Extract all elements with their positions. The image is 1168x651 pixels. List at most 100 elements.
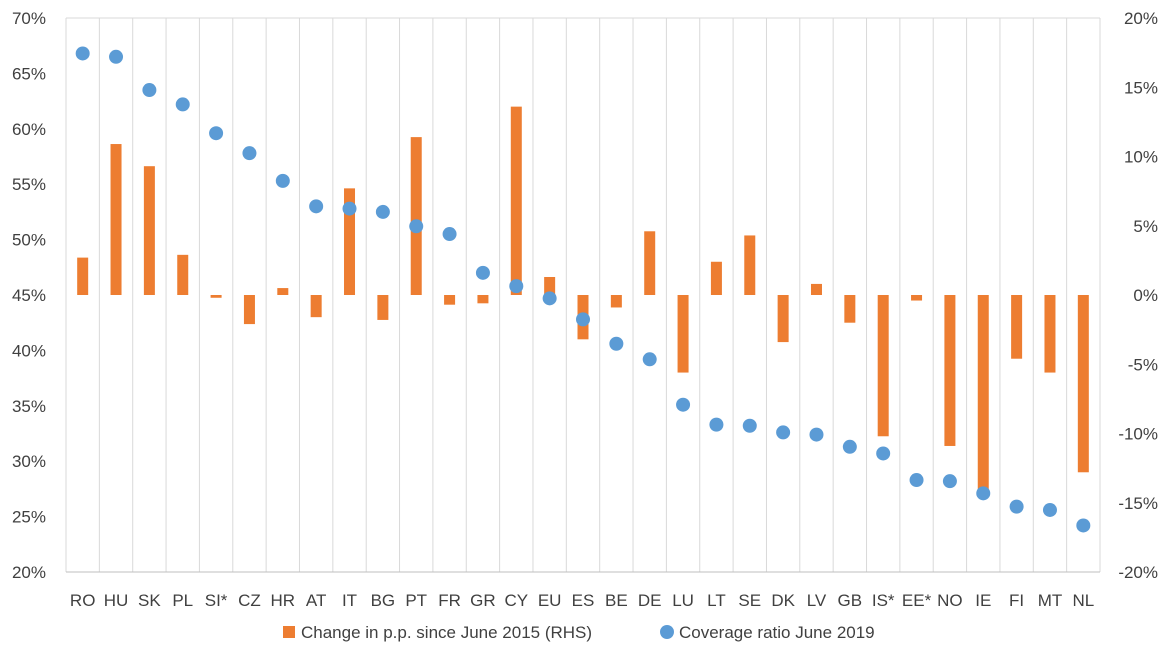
right-axis: -20% -15% -10% -5% 0% 5% 10% 15% 20% [1118, 9, 1158, 582]
bar-sk [143, 166, 155, 295]
dot-lu [676, 397, 691, 412]
x-tick-label: RO [70, 591, 96, 610]
bar-lv [810, 283, 822, 295]
x-tick-label: LV [807, 591, 827, 610]
left-tick-label: 70% [12, 9, 46, 28]
left-tick-label: 65% [12, 64, 46, 83]
bar-at [310, 295, 322, 318]
dot-be [609, 336, 624, 351]
right-tick-label: -20% [1118, 563, 1158, 582]
left-tick-label: 35% [12, 397, 46, 416]
left-tick-label: 40% [12, 341, 46, 360]
legend-bar-label: Change in p.p. since June 2015 (RHS) [301, 623, 592, 642]
dot-ro [75, 46, 90, 61]
dot-dk [776, 425, 791, 440]
right-tick-label: 0% [1133, 286, 1158, 305]
left-tick-label: 55% [12, 175, 46, 194]
bar-mt [1044, 295, 1056, 373]
dot-bg [375, 204, 390, 219]
dot-gr [475, 265, 490, 280]
right-tick-label: 20% [1124, 9, 1158, 28]
x-tick-label: HU [104, 591, 129, 610]
dot-cy [509, 279, 524, 294]
x-tick-label: LT [707, 591, 726, 610]
x-tick-label: GR [470, 591, 496, 610]
dot-si [209, 126, 224, 141]
dot-ee [909, 473, 924, 488]
left-tick-label: 20% [12, 563, 46, 582]
bar-hr [277, 288, 289, 295]
x-tick-label: SK [138, 591, 161, 610]
bar-pl [177, 254, 189, 295]
bar-gb [844, 295, 856, 323]
dot-no [942, 474, 957, 489]
dot-es [576, 312, 590, 327]
x-tick-label: IT [342, 591, 357, 610]
dot-is [876, 446, 891, 461]
bar-bg [377, 295, 389, 320]
bar-ee [911, 295, 923, 301]
bar-ro [77, 257, 89, 295]
x-tick-label: GB [838, 591, 863, 610]
left-axis: 20% 25% 30% 35% 40% 45% 50% 55% 60% 65% 70% [12, 9, 46, 582]
x-tick-label: LU [672, 591, 694, 610]
bar-ie [977, 295, 989, 498]
dot-nl [1076, 518, 1091, 533]
bar-eu [544, 276, 556, 295]
dot-at [309, 199, 324, 214]
dot-pl [175, 97, 190, 112]
x-axis: RO HU SK PL SI* CZ HR AT IT BG PT FR GR CY EU ES BE DE LU L… [70, 591, 1094, 610]
left-tick-label: 60% [12, 120, 46, 139]
x-tick-label: DE [638, 591, 662, 610]
bar-cy [510, 106, 522, 295]
bar-is [877, 295, 889, 437]
bar-nl [1077, 295, 1089, 473]
bar-series [77, 106, 1089, 498]
x-tick-label: EE* [902, 591, 932, 610]
dot-series [75, 46, 1091, 533]
x-tick-label: SI* [205, 591, 228, 610]
dot-eu [542, 291, 557, 306]
right-tick-label: -15% [1118, 494, 1158, 513]
bar-cz [243, 295, 255, 325]
x-tick-label: MT [1038, 591, 1063, 610]
legend-bar-swatch [283, 626, 295, 638]
x-tick-label: NO [937, 591, 963, 610]
bar-hu [110, 144, 122, 295]
right-tick-label: -10% [1118, 425, 1158, 444]
bar-it [344, 188, 356, 295]
plot-area [66, 17, 1100, 573]
right-tick-label: -5% [1128, 355, 1158, 374]
bar-gr [477, 295, 489, 304]
dot-se [742, 418, 757, 433]
x-tick-label: NL [1072, 591, 1094, 610]
dot-ie [976, 486, 991, 501]
right-tick-label: 10% [1124, 148, 1158, 167]
left-tick-label: 30% [12, 452, 46, 471]
x-tick-label: SE [738, 591, 761, 610]
x-tick-label: EU [538, 591, 562, 610]
left-tick-label: 25% [12, 508, 46, 527]
bar-fi [1011, 295, 1023, 359]
bar-be [610, 295, 622, 308]
dot-lv [809, 427, 824, 442]
bar-de [644, 231, 656, 295]
left-tick-label: 50% [12, 231, 46, 250]
dot-mt [1042, 502, 1057, 517]
x-tick-label: BE [605, 591, 628, 610]
dot-fi [1009, 499, 1024, 514]
x-tick-label: DK [771, 591, 795, 610]
dot-de [642, 352, 657, 367]
dot-sk [142, 83, 157, 98]
legend-dot-label: Coverage ratio June 2019 [679, 623, 875, 642]
legend: Change in p.p. since June 2015 (RHS) Cov… [283, 623, 875, 642]
x-tick-label: PL [172, 591, 193, 610]
dot-hu [109, 49, 124, 64]
bar-si [210, 295, 222, 298]
bar-pt [410, 137, 422, 295]
x-tick-label: IE [975, 591, 991, 610]
dot-cz [242, 146, 257, 161]
x-tick-label: CZ [238, 591, 261, 610]
x-tick-label: FI [1009, 591, 1024, 610]
bar-fr [444, 295, 456, 305]
